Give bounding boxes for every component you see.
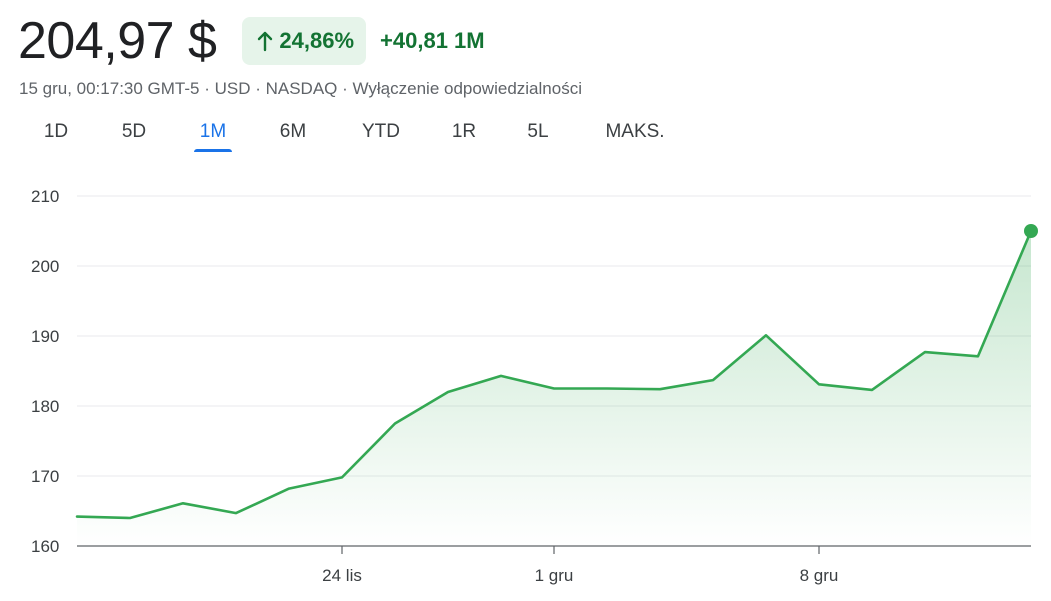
price-chart[interactable]: 160 170 180 190 200 210 24 lis 1 gru 8 gru xyxy=(0,170,1051,601)
y-tick-label: 210 xyxy=(31,187,59,206)
data-point xyxy=(393,422,397,426)
series-line xyxy=(75,229,1033,520)
tab-maks[interactable]: MAKS. xyxy=(598,112,672,152)
y-tick-label: 170 xyxy=(31,467,59,486)
x-tick-label: 1 gru xyxy=(535,566,574,585)
percent-change-badge: 24,86% xyxy=(242,17,367,65)
data-point xyxy=(499,374,503,378)
data-point xyxy=(976,354,980,358)
tab-1r[interactable]: 1R xyxy=(449,112,479,152)
current-price: 204,97 $ xyxy=(18,12,217,70)
data-point xyxy=(870,388,874,392)
y-tick-label: 190 xyxy=(31,327,59,346)
data-point xyxy=(658,387,662,391)
data-point xyxy=(711,378,715,382)
data-point xyxy=(75,515,79,519)
y-tick-label: 180 xyxy=(31,397,59,416)
y-tick-label: 200 xyxy=(31,257,59,276)
x-tick-label: 8 gru xyxy=(800,566,839,585)
arrow-up-icon xyxy=(258,31,273,52)
tab-5l[interactable]: 5L xyxy=(522,112,554,152)
data-point xyxy=(287,487,291,491)
tab-label: MAKS. xyxy=(605,121,665,142)
data-point xyxy=(764,333,768,337)
tab-label: 1M xyxy=(199,121,227,142)
tab-6m[interactable]: 6M xyxy=(274,112,312,152)
tab-label: 5L xyxy=(527,121,549,142)
tab-ytd[interactable]: YTD xyxy=(356,112,406,152)
x-axis: 24 lis 1 gru 8 gru xyxy=(77,545,1031,585)
tab-1m[interactable]: 1M xyxy=(194,112,232,152)
data-point xyxy=(923,350,927,354)
data-point xyxy=(234,511,238,515)
data-point xyxy=(817,382,821,386)
tab-5d[interactable]: 5D xyxy=(117,112,151,152)
data-point xyxy=(340,475,344,479)
x-tick-label: 24 lis xyxy=(322,566,362,585)
absolute-change: +40,81 1M xyxy=(380,28,485,53)
quote-meta: 15 gru, 00:17:30 GMT-5 · USD · NASDAQ · … xyxy=(19,79,582,98)
data-point xyxy=(446,390,450,394)
tab-label: 1R xyxy=(451,121,477,142)
last-price-dot xyxy=(1024,224,1038,238)
data-point xyxy=(552,387,556,391)
data-point xyxy=(128,516,132,520)
tab-label: YTD xyxy=(362,121,400,142)
tab-underline xyxy=(194,149,232,152)
data-point xyxy=(181,501,185,505)
y-tick-label: 160 xyxy=(31,537,59,556)
range-tabs: 1D 5D 1M 6M YTD 1R 5L MAKS. xyxy=(0,112,760,156)
price-header: 204,97 $ 24,86% +40,81 1M xyxy=(18,10,485,72)
price-line xyxy=(75,229,1033,520)
percent-change-value: 24,86% xyxy=(279,28,355,53)
tab-label: 1D xyxy=(43,121,69,142)
tab-label: 6M xyxy=(279,121,307,142)
tab-1d[interactable]: 1D xyxy=(40,112,72,152)
y-axis: 160 170 180 190 200 210 xyxy=(31,187,59,556)
data-point xyxy=(605,387,609,391)
data-points xyxy=(75,224,1038,520)
tab-label: 5D xyxy=(121,121,147,142)
